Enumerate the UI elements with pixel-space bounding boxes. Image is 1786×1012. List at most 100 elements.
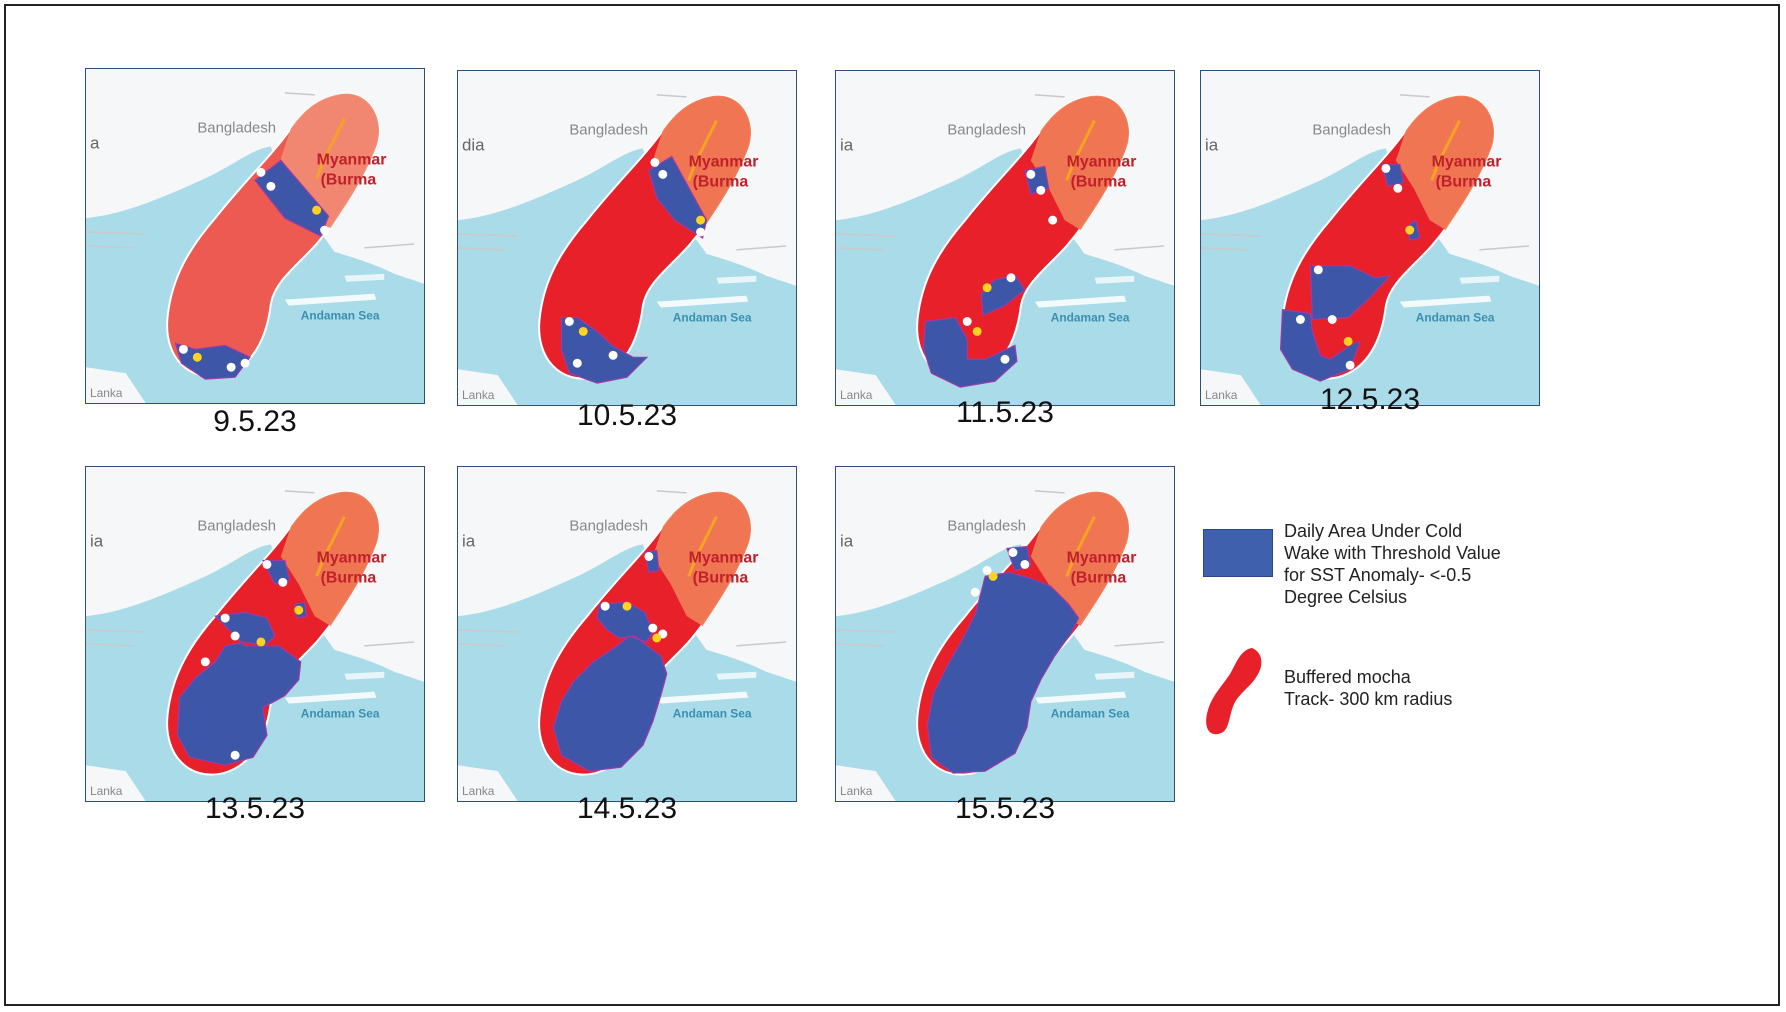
panel-date-label: 14.5.23 — [576, 792, 678, 825]
island-line — [1399, 295, 1492, 308]
country-label-lanka: Lanka — [90, 784, 123, 798]
boundary-dot — [1313, 265, 1323, 275]
boundary-dot — [278, 577, 288, 587]
sea-label-andaman: Andaman Sea — [673, 311, 752, 325]
track-legend-swatch — [1206, 648, 1262, 735]
country-label-burma: (Burma — [1071, 569, 1127, 586]
map-svg: Bangladesh Myanmar (Burma ia Andaman Sea Lank… — [836, 71, 1174, 405]
cold-wake-area — [922, 316, 1018, 388]
country-label-bangladesh: Bangladesh — [1312, 123, 1391, 139]
sea-label-andaman: Andaman Sea — [301, 309, 380, 323]
boundary-dot — [696, 227, 706, 237]
boundary-dot — [696, 215, 706, 225]
country-label-burma: (Burma — [321, 569, 377, 586]
boundary-dot — [988, 571, 998, 581]
island-line — [284, 293, 377, 306]
sea-label-andaman: Andaman Sea — [301, 707, 380, 721]
cold-wake-area — [176, 611, 302, 766]
boundary-dot — [320, 225, 330, 235]
country-label-myanmar: Myanmar — [689, 549, 759, 566]
boundary-dot — [982, 565, 992, 575]
map-svg: Bangladesh Myanmar (Burma ia Andaman Sea Lank… — [458, 467, 796, 801]
country-label-bangladesh: Bangladesh — [197, 519, 276, 535]
sri-lanka-land — [836, 369, 896, 405]
boundary-dot — [192, 352, 202, 362]
region-label-india: ia — [90, 532, 104, 551]
track-line — [1065, 120, 1096, 181]
boundary-dot — [256, 637, 266, 647]
road-lines — [86, 490, 415, 647]
island-line — [1459, 275, 1500, 284]
legend-line: Wake with Threshold Value — [1284, 543, 1501, 563]
legend-line: Track- 300 km radius — [1284, 689, 1453, 709]
country-label-bangladesh: Bangladesh — [947, 123, 1026, 139]
boundary-dot — [962, 317, 972, 326]
sri-lanka-land — [458, 765, 518, 801]
region-label-india: dia — [462, 136, 485, 155]
country-label-burma: (Burma — [693, 173, 749, 190]
boundary-dot — [972, 326, 982, 336]
sri-lanka-land — [86, 765, 146, 801]
boundary-dot — [1327, 315, 1337, 324]
legend-line: Daily Area Under Cold — [1284, 521, 1463, 541]
boundary-dot — [256, 167, 266, 177]
country-label-bangladesh: Bangladesh — [569, 519, 648, 535]
region-label-india: ia — [1205, 136, 1219, 155]
legend-line: Degree Celsius — [1284, 587, 1408, 607]
map-panel: Bangladesh Myanmar (Burma ia Andaman Sea Lank… — [85, 466, 425, 802]
boundary-dot — [1048, 215, 1058, 225]
boundary-dot — [650, 157, 660, 167]
road-lines — [86, 92, 415, 249]
boundary-dot — [1026, 169, 1036, 179]
road-lines — [836, 94, 1165, 251]
boundary-dot — [1020, 559, 1030, 569]
road-lines — [458, 490, 787, 647]
island-line — [1094, 275, 1135, 284]
country-label-lanka: Lanka — [462, 388, 495, 402]
sri-lanka-land — [836, 765, 896, 801]
boundary-dot — [266, 181, 276, 191]
cold-wake-area — [552, 601, 668, 772]
island-line — [1034, 691, 1127, 704]
road-lines — [458, 94, 787, 251]
panel-date-label: 12.5.23 — [1319, 383, 1421, 416]
region-label-india: ia — [840, 136, 854, 155]
country-label-myanmar: Myanmar — [1067, 549, 1137, 566]
map-svg: Bangladesh Myanmar (Burma ia Andaman Sea Lank… — [86, 467, 424, 801]
country-label-lanka: Lanka — [462, 784, 495, 798]
country-label-myanmar: Myanmar — [1067, 153, 1137, 170]
boundary-dot — [578, 326, 588, 336]
map-panel: Bangladesh Myanmar (Burma ia Andaman Sea Lank… — [835, 70, 1175, 406]
boundary-dot — [226, 362, 236, 372]
sri-lanka-land — [1201, 369, 1261, 405]
island-line — [1034, 295, 1127, 308]
island-line — [656, 295, 749, 308]
map-svg: Bangladesh Myanmar (Burma ia Andaman Sea Lank… — [836, 467, 1174, 801]
boundary-dot — [230, 750, 240, 760]
legend-line: for SST Anomaly- <-0.5 — [1284, 565, 1472, 585]
track-land-overlay — [652, 491, 752, 627]
map-panel: Bangladesh Myanmar (Burma a Andaman Sea Lanka — [85, 68, 425, 404]
panel-date-label: 11.5.23 — [956, 396, 1054, 429]
boundary-dot — [648, 623, 658, 633]
country-label-lanka: Lanka — [840, 388, 873, 402]
sea-label-andaman: Andaman Sea — [1051, 311, 1130, 325]
cold-wake-area — [926, 571, 1080, 774]
boundary-dot — [1405, 225, 1415, 235]
boundary-dot — [652, 633, 662, 643]
boundary-dot — [262, 559, 272, 569]
boundary-dot — [1036, 185, 1046, 195]
boundary-dot — [564, 317, 574, 326]
track-land-overlay — [1030, 95, 1130, 231]
cold-wake-area — [1279, 308, 1362, 382]
sea-label-andaman: Andaman Sea — [1051, 707, 1130, 721]
country-label-myanmar: Myanmar — [317, 151, 387, 168]
sri-lanka-land — [86, 367, 146, 403]
map-panel: Bangladesh Myanmar (Burma ia Andaman Sea Lank… — [835, 466, 1175, 802]
panel-date-label: 10.5.23 — [576, 399, 678, 432]
road-lines — [836, 490, 1165, 647]
boundary-dot — [178, 344, 188, 354]
country-label-myanmar: Myanmar — [689, 153, 759, 170]
island-line — [716, 671, 757, 680]
boundary-dot — [220, 613, 230, 623]
